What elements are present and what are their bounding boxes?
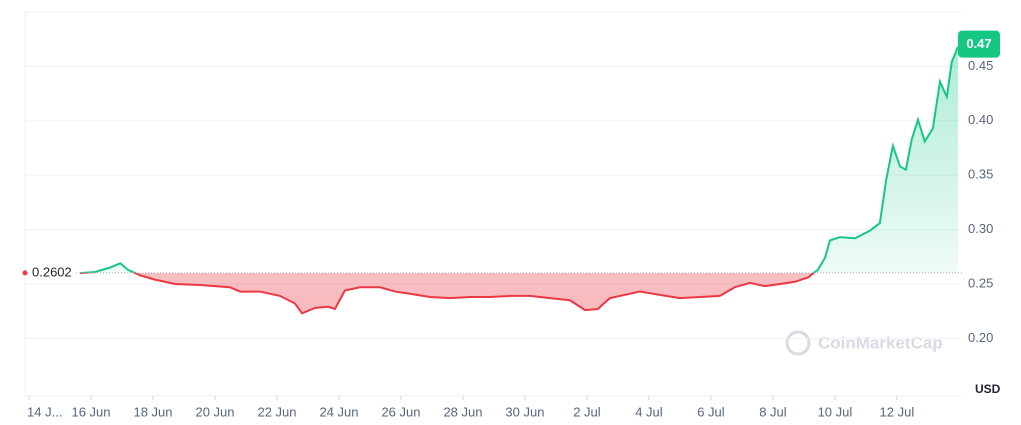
y-tick-label: 0.45 — [968, 58, 993, 73]
x-tick-label: 4 Jul — [635, 404, 663, 419]
baseline-label: 0.2602 — [32, 264, 72, 279]
price-badge-label: 0.47 — [966, 36, 991, 51]
y-tick-label: 0.35 — [968, 167, 993, 182]
x-tick-label: 20 Jun — [195, 404, 234, 419]
x-tick-label: 14 J... — [27, 404, 62, 419]
y-unit: USD — [975, 382, 1001, 396]
x-tick-label: 22 Jun — [257, 404, 296, 419]
x-tick-label: 8 Jul — [759, 404, 787, 419]
x-tick-label: 2 Jul — [573, 404, 601, 419]
baseline-dot — [22, 270, 28, 276]
price-badge — [958, 30, 1000, 58]
area-above — [83, 46, 958, 273]
y-tick-label: 0.40 — [968, 112, 993, 127]
x-tick-label: 18 Jun — [133, 404, 172, 419]
x-tick-label: 24 Jun — [319, 404, 358, 419]
x-tick-label: 30 Jun — [505, 404, 544, 419]
x-tick-label: 16 Jun — [71, 404, 110, 419]
watermark-text: CoinMarketCap — [818, 333, 943, 352]
x-tick-label: 12 Jul — [880, 404, 915, 419]
watermark-logo — [785, 330, 811, 356]
area-below — [80, 272, 958, 314]
x-tick-label: 28 Jun — [443, 404, 482, 419]
y-tick-label: 0.25 — [968, 275, 993, 290]
y-tick-label: 0.30 — [968, 221, 993, 236]
x-tick-label: 26 Jun — [381, 404, 420, 419]
line-below — [80, 272, 816, 315]
baseline-label-bg — [28, 264, 76, 281]
watermark: CoinMarketCap — [785, 330, 943, 356]
x-tick-label: 6 Jul — [697, 404, 725, 419]
x-tick-label: 10 Jul — [818, 404, 853, 419]
y-tick-label: 0.20 — [968, 330, 993, 345]
line-above — [80, 46, 959, 273]
